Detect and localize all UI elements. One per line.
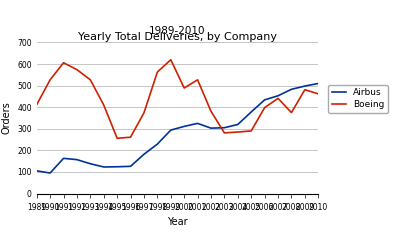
Boeing (195, 78, 200, 81)
Airbus (155, 143, 160, 146)
Boeing (249, 130, 254, 132)
Airbus (75, 158, 80, 161)
Airbus (34, 169, 39, 172)
Airbus (195, 122, 200, 125)
Line: Airbus: Airbus (37, 84, 318, 173)
Airbus (208, 127, 213, 130)
Airbus (235, 123, 240, 126)
Boeing (101, 104, 106, 106)
Boeing (222, 131, 227, 134)
Airbus (249, 110, 254, 113)
Boeing (182, 87, 186, 89)
X-axis label: Year: Year (167, 217, 188, 227)
Boeing (88, 78, 93, 81)
Boeing (48, 78, 53, 81)
Boeing (289, 111, 294, 114)
Airbus (262, 98, 267, 101)
Boeing (115, 137, 120, 140)
Boeing (262, 106, 267, 109)
Boeing (169, 58, 173, 61)
Airbus (275, 94, 280, 97)
Airbus (115, 165, 120, 168)
Boeing (34, 103, 39, 106)
Airbus (316, 82, 321, 85)
Y-axis label: Orders: Orders (2, 102, 12, 134)
Boeing (61, 61, 66, 64)
Airbus (169, 129, 173, 131)
Boeing (275, 97, 280, 100)
Airbus (48, 172, 53, 174)
Boeing (155, 71, 160, 73)
Line: Boeing: Boeing (37, 60, 318, 138)
Airbus (289, 88, 294, 91)
Title: Yearly Total Deliveries, by Company: Yearly Total Deliveries, by Company (78, 32, 277, 42)
Airbus (88, 162, 93, 165)
Airbus (128, 165, 133, 168)
Text: 1989-2010: 1989-2010 (149, 26, 206, 36)
Airbus (222, 126, 227, 129)
Boeing (235, 131, 240, 133)
Airbus (61, 157, 66, 160)
Boeing (142, 111, 146, 114)
Airbus (182, 125, 186, 128)
Airbus (101, 166, 106, 169)
Boeing (302, 88, 307, 91)
Boeing (208, 110, 213, 113)
Boeing (75, 68, 80, 71)
Legend: Airbus, Boeing: Airbus, Boeing (328, 85, 388, 113)
Boeing (316, 93, 321, 95)
Airbus (142, 153, 146, 156)
Airbus (302, 85, 307, 88)
Boeing (128, 136, 133, 139)
